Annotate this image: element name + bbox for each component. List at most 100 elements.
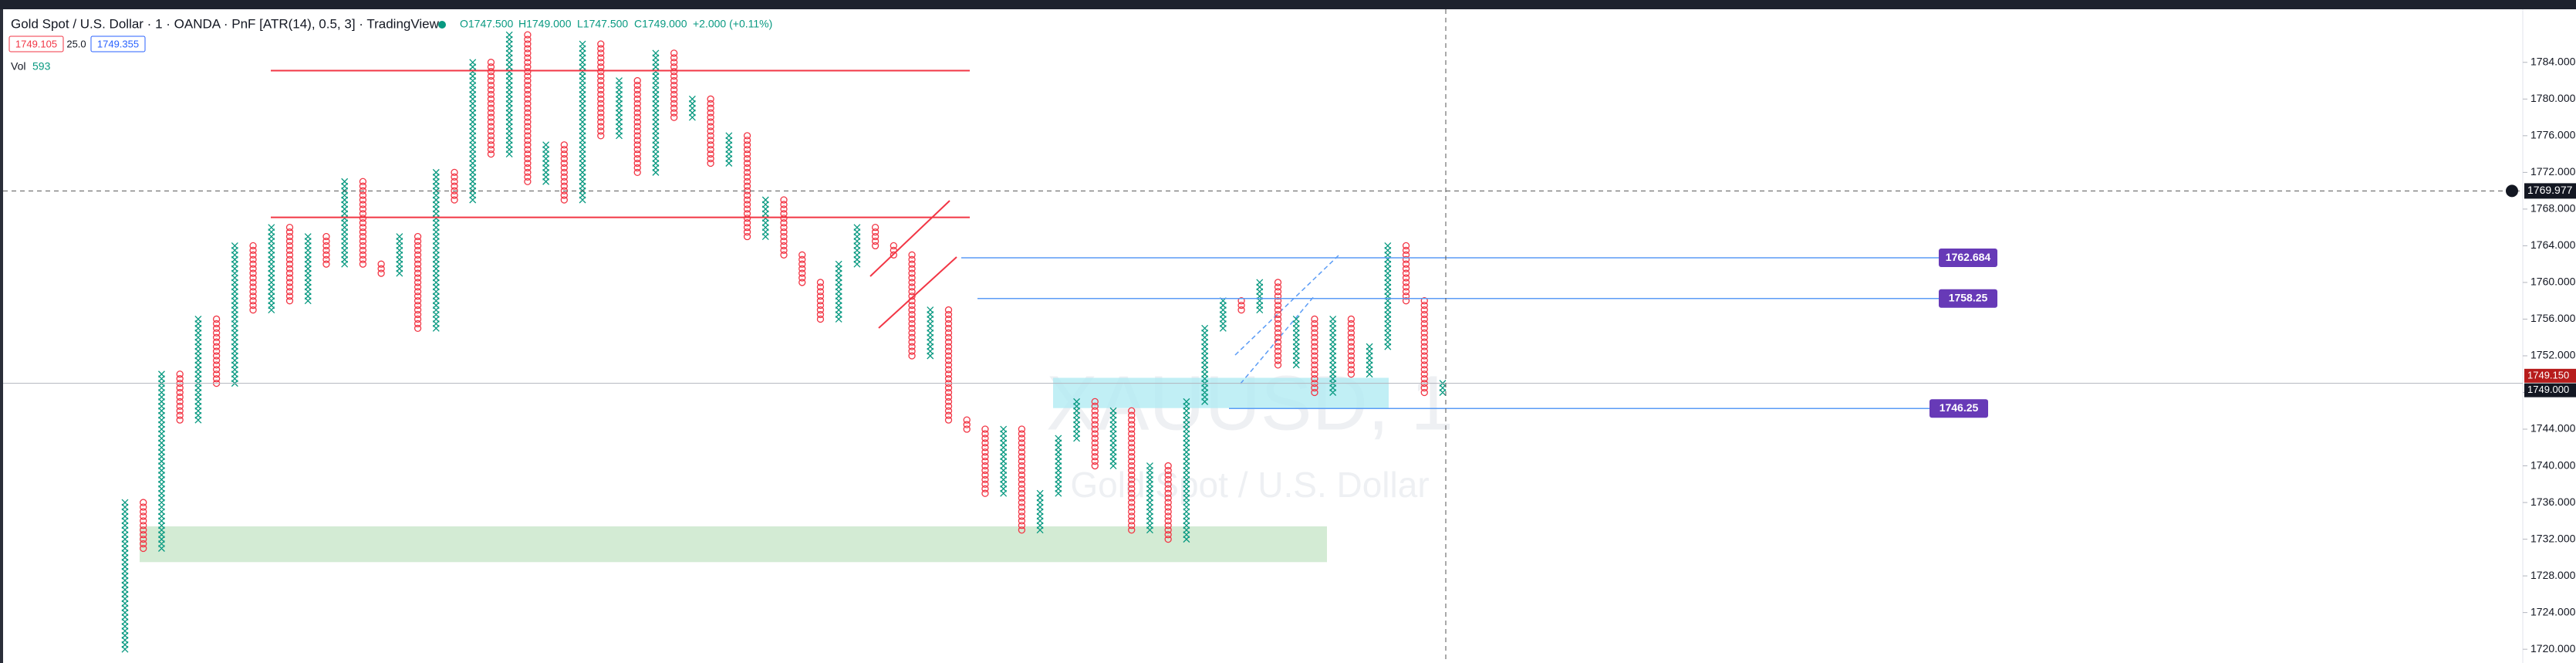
- o-column: [890, 242, 897, 259]
- y-tick-label: 1780.000: [2530, 92, 2576, 104]
- chart-title: Gold Spot / U.S. Dollar · 1 · OANDA · Pn…: [11, 16, 440, 31]
- ask: 1749.355: [97, 38, 139, 49]
- level-label-box: [1939, 249, 1997, 268]
- o-column: [1274, 279, 1282, 369]
- x-column: [505, 31, 513, 158]
- o-column: [798, 251, 806, 286]
- o-column: [140, 499, 147, 553]
- x-column: [1292, 316, 1300, 369]
- y-tick-label: 1736.000: [2530, 496, 2576, 508]
- x-column: [469, 59, 477, 204]
- x-column: [1109, 407, 1117, 470]
- ohlc-value: +2.000 (+0.11%): [693, 18, 772, 30]
- x-column: [1073, 397, 1081, 442]
- x-column: [1000, 425, 1008, 497]
- level-label: 1758.25: [1949, 291, 1988, 303]
- o-column: [1018, 425, 1026, 534]
- o-column: [597, 40, 605, 140]
- o-column: [871, 224, 879, 250]
- channel-line: [878, 256, 957, 329]
- y-tick-label: 1732.000: [2530, 532, 2576, 544]
- x-column: [1329, 316, 1337, 396]
- o-column: [1091, 397, 1099, 470]
- y-tick-label: 1760.000: [2530, 276, 2576, 288]
- y-tick-label: 1740.000: [2530, 458, 2576, 471]
- channel-line: [869, 200, 950, 277]
- level-label-box: [1929, 399, 1988, 418]
- x-column: [1219, 297, 1227, 332]
- x-column: [1439, 380, 1447, 396]
- crosshair-label-box: [2524, 183, 2576, 199]
- crosshair-button: [2506, 184, 2518, 198]
- x-column: [761, 196, 769, 240]
- x-column: [688, 95, 696, 121]
- x-column: [396, 233, 403, 277]
- ohlc-value: H1749.000: [518, 18, 572, 30]
- price-label: 1749.000: [2527, 384, 2569, 395]
- o-column: [1311, 315, 1318, 397]
- ask-box: [90, 36, 146, 52]
- y-tick-label: 1720.000: [2530, 642, 2576, 655]
- x-column: [835, 260, 842, 323]
- o-column: [816, 279, 825, 323]
- o-column: [1164, 462, 1172, 543]
- o-column: [780, 196, 788, 259]
- x-column: [1055, 435, 1062, 497]
- o-column: [414, 232, 422, 332]
- x-column: [1384, 242, 1392, 350]
- zone: [1053, 377, 1389, 408]
- o-column: [1402, 242, 1410, 305]
- y-tick-label: 1764.000: [2530, 238, 2576, 251]
- ohlc-value: C1749.000: [634, 18, 687, 30]
- o-column: [359, 178, 367, 268]
- o-column: [377, 260, 385, 277]
- o-column: [908, 251, 916, 360]
- y-tick-label: 1756.000: [2530, 312, 2576, 324]
- o-column: [1128, 407, 1136, 534]
- ohlc-value: O1747.500: [460, 18, 513, 30]
- bid-box: [8, 36, 64, 52]
- o-column: [963, 416, 971, 433]
- o-column: [524, 31, 532, 185]
- level-label-box: [1939, 289, 1997, 308]
- trend-line: [1234, 254, 1340, 356]
- x-column: [652, 49, 660, 176]
- ohlc-value: L1747.500: [577, 18, 628, 30]
- x-column: [616, 77, 623, 140]
- o-column: [633, 76, 641, 177]
- y-tick-label: 1784.000: [2530, 55, 2576, 67]
- x-column: [1201, 324, 1209, 405]
- x-column: [579, 40, 586, 204]
- price-label-box: [2524, 368, 2576, 383]
- y-tick-label: 1772.000: [2530, 165, 2576, 178]
- o-column: [322, 232, 330, 268]
- x-column: [121, 499, 129, 653]
- x-column: [725, 132, 733, 167]
- y-tick-label: 1768.000: [2530, 202, 2576, 215]
- x-column: [304, 233, 312, 305]
- watermark: Gold Spot / U.S. Dollar: [1070, 465, 1429, 505]
- crosshair-label: 1769.977: [2527, 184, 2573, 196]
- x-column: [1036, 489, 1044, 534]
- o-column: [285, 224, 294, 305]
- x-column: [542, 141, 550, 185]
- x-column: [1366, 343, 1373, 378]
- spread: 25.0: [66, 38, 86, 49]
- x-column: [157, 370, 165, 552]
- y-tick-label: 1752.000: [2530, 349, 2576, 361]
- price-label: 1749.150: [2527, 369, 2569, 381]
- level-label: 1746.25: [1940, 401, 1979, 414]
- x-column: [853, 224, 861, 268]
- status-dot: [438, 21, 446, 29]
- o-column: [981, 425, 989, 497]
- y-tick-label: 1744.000: [2530, 422, 2576, 435]
- volume: 593: [32, 60, 51, 73]
- o-column: [249, 242, 257, 314]
- o-column: [670, 49, 678, 121]
- level-label: 1762.684: [1946, 251, 1991, 263]
- price-label-box: [2524, 383, 2576, 397]
- left-border: [0, 9, 3, 663]
